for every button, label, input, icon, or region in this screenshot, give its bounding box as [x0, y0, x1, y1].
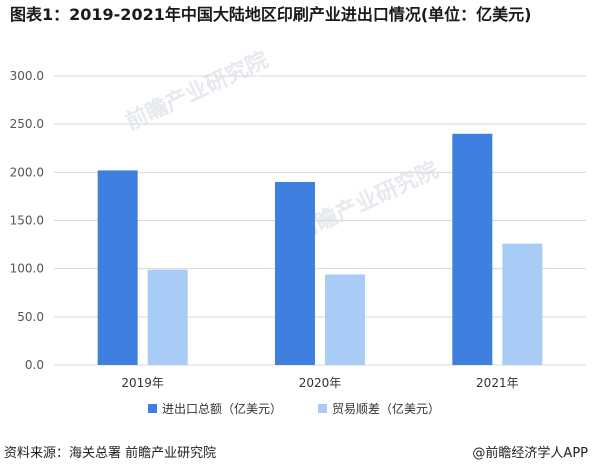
chart-title: 图表1：2019-2021年中国大陆地区印刷产业进出口情况(单位：亿美元)	[10, 5, 532, 24]
y-axis: 0.0 50.0 100.0 150.0 200.0 250.0 300.0	[10, 69, 44, 372]
y-tick-label: 100.0	[10, 262, 44, 276]
x-tick-label: 2021年	[476, 376, 519, 390]
bar	[452, 133, 493, 365]
bar	[275, 181, 315, 365]
x-axis: 2019年 2020年 2021年	[121, 376, 518, 390]
bar	[325, 274, 365, 365]
y-tick-label: 0.0	[25, 358, 44, 372]
y-tick-label: 200.0	[10, 165, 44, 179]
y-tick-label: 300.0	[10, 69, 44, 83]
legend: 进出口总额（亿美元） 贸易顺差（亿美元）	[148, 401, 440, 416]
bars	[97, 133, 543, 365]
y-tick-label: 150.0	[10, 214, 44, 228]
bar	[147, 269, 188, 365]
brand-credit: @前瞻经济学人APP	[472, 446, 588, 461]
legend-label: 进出口总额（亿美元）	[162, 401, 282, 416]
bar	[502, 243, 543, 365]
bar	[97, 170, 138, 365]
source-note: 资料来源：海关总署 前瞻产业研究院	[4, 446, 217, 461]
y-tick-label: 250.0	[10, 117, 44, 131]
grid-lines	[54, 75, 586, 366]
y-tick-label: 50.0	[17, 310, 44, 324]
legend-swatch	[148, 404, 157, 413]
legend-swatch	[318, 404, 327, 413]
x-tick-label: 2020年	[299, 376, 342, 390]
watermark-text: 前瞻产业研究院	[122, 47, 273, 136]
legend-label: 贸易顺差（亿美元）	[332, 401, 440, 416]
bar-chart: 前瞻产业研究院 前瞻产业研究院 0.050.0100.0150.0200.025…	[10, 47, 586, 416]
x-tick-label: 2019年	[121, 376, 164, 390]
